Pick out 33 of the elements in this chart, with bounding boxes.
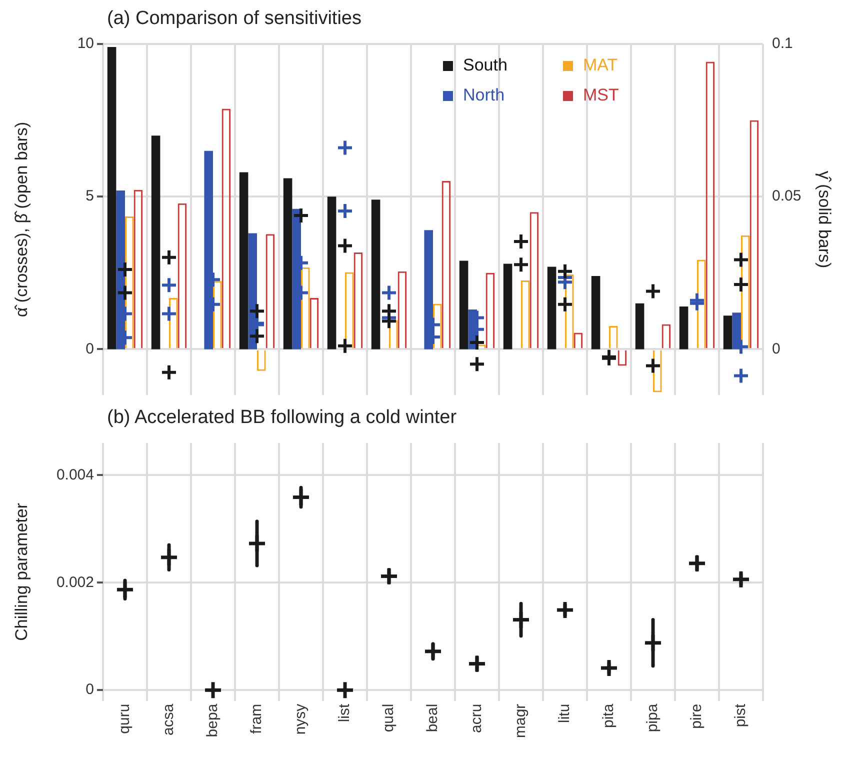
x-tick-label: acsa bbox=[160, 703, 178, 736]
y-tick-label: 0 bbox=[86, 340, 94, 358]
x-tick-label: magr bbox=[512, 704, 530, 738]
y2-tick-label: 0.1 bbox=[772, 35, 793, 52]
x-tick-label: pipa bbox=[644, 703, 662, 732]
legend-label: South bbox=[463, 56, 508, 75]
x-tick-label: acru bbox=[468, 704, 486, 734]
y-tick-label: 0.004 bbox=[56, 466, 94, 484]
x-tick-label: litu bbox=[556, 704, 574, 724]
x-tick-label: quru bbox=[116, 704, 134, 734]
y2-tick-label: 0.05 bbox=[772, 188, 802, 205]
y2-tick-label: 0 bbox=[772, 340, 780, 358]
y-axis-title: Chilling parameter bbox=[12, 502, 31, 641]
y-tick-label: 5 bbox=[86, 188, 94, 205]
x-tick-label: pire bbox=[688, 704, 706, 729]
legend-label: MAT bbox=[583, 56, 618, 75]
x-tick-label: pita bbox=[600, 703, 618, 728]
legend-label: North bbox=[463, 86, 505, 105]
x-tick-label: fram bbox=[248, 704, 266, 734]
chart-title: (b) Accelerated BB following a cold winter bbox=[106, 407, 458, 430]
x-tick-label: pist bbox=[732, 702, 750, 728]
x-tick-label: nysy bbox=[292, 703, 310, 735]
chart-title: (a) Comparison of sensitivities bbox=[106, 8, 362, 31]
y-axis-title: α̂ (crosses), β̂ (open bars) bbox=[12, 122, 31, 318]
y-tick-label: 10 bbox=[77, 35, 94, 52]
y-tick-label: 0 bbox=[86, 681, 94, 698]
x-tick-label: beal bbox=[424, 704, 442, 732]
x-tick-label: list bbox=[336, 703, 354, 722]
y-tick-label: 0.002 bbox=[56, 574, 94, 591]
x-tick-label: bepa bbox=[204, 703, 222, 738]
legend-label: MST bbox=[583, 86, 619, 105]
y2-axis-title: γ̂ (solid bars) bbox=[815, 170, 834, 268]
x-tick-label: qual bbox=[380, 704, 398, 732]
